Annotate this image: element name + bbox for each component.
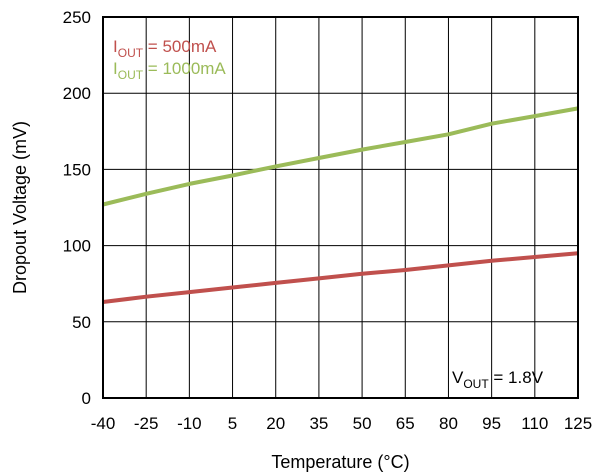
legend-1000ma-rest: = 1000mA [143,59,226,78]
legend-500ma-rest: = 500mA [143,37,217,56]
x-tick-label: 65 [396,414,415,433]
series-line-1000ma [102,106,579,207]
series-lines [102,106,579,304]
x-tick-label: 35 [309,414,328,433]
x-tick-label: 110 [521,414,548,433]
y-axis-label: Dropout Voltage (mV) [10,121,30,294]
plot-frame [102,16,579,399]
x-tick-label: -40 [91,414,116,433]
vout-main: V [452,368,464,387]
legend-500ma-main: I [113,37,118,56]
legend-entry-500ma: IOUT = 500mA [113,37,217,60]
x-tick-label: 5 [228,414,237,433]
legend-500ma-sub: OUT [118,46,144,60]
y-tick-label: 50 [72,313,91,332]
x-tick-label: -10 [177,414,202,433]
grid [103,17,578,398]
y-tick-label: 150 [63,160,91,179]
legend-1000ma-main: I [113,59,118,78]
vout-rest: = 1.8V [489,368,544,387]
x-tick-label: 20 [266,414,285,433]
vout-annotation: VOUT = 1.8V [452,368,544,391]
x-tick-labels: -40 -25 -10 5 20 35 50 65 80 95 110 125 [91,414,592,433]
vout-sub: OUT [463,377,489,391]
y-tick-label: 0 [82,389,91,408]
x-tick-label: 80 [439,414,458,433]
y-tick-label: 250 [63,8,91,27]
x-axis-label: Temperature (°C) [271,452,409,472]
x-tick-label: 50 [353,414,372,433]
x-tick-label: -25 [134,414,159,433]
y-tick-labels: 0 50 100 150 200 250 [63,8,91,408]
y-tick-label: 100 [63,237,91,256]
x-tick-label: 125 [564,414,592,433]
legend-1000ma-sub: OUT [118,68,144,82]
series-line-500ma [102,251,579,304]
x-tick-label: 95 [482,414,501,433]
y-tick-label: 200 [63,84,91,103]
legend-entry-1000ma: IOUT = 1000mA [113,59,226,82]
